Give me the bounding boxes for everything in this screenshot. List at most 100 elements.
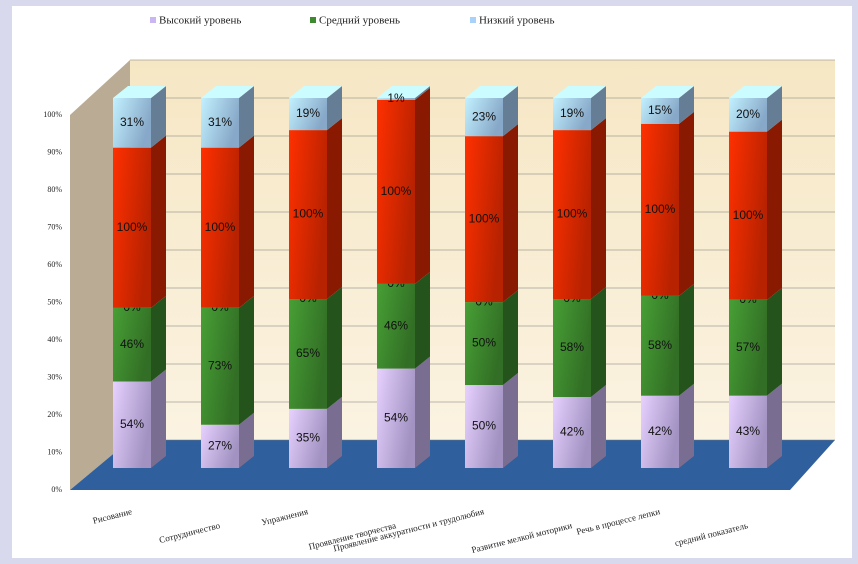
bar-segment bbox=[289, 287, 342, 409]
data-label: 58% bbox=[560, 340, 584, 354]
bar-segment bbox=[641, 111, 694, 296]
bar-front bbox=[641, 98, 679, 124]
data-label: 19% bbox=[296, 106, 320, 120]
y-tick-label: 50% bbox=[47, 297, 62, 306]
bar-side bbox=[415, 271, 430, 369]
bar-side bbox=[503, 86, 518, 137]
bar-front bbox=[641, 395, 679, 468]
y-tick-label: 100% bbox=[43, 110, 62, 119]
bar-front bbox=[289, 130, 327, 300]
y-tick-label: 70% bbox=[47, 222, 62, 231]
y-tick-label: 90% bbox=[47, 147, 62, 156]
data-label: 15% bbox=[648, 103, 672, 117]
data-label: 73% bbox=[208, 358, 232, 372]
bar-top bbox=[201, 86, 254, 98]
data-label: 23% bbox=[472, 109, 496, 123]
data-label: 31% bbox=[208, 115, 232, 129]
bar-side bbox=[151, 369, 166, 468]
floor bbox=[70, 440, 835, 490]
bar-front bbox=[553, 299, 591, 398]
bar-side bbox=[327, 287, 342, 409]
bar-segment bbox=[553, 86, 606, 131]
bar-side bbox=[767, 119, 782, 300]
bar-top bbox=[113, 86, 166, 98]
bar-side bbox=[591, 385, 606, 468]
legend-label: Средний уровень bbox=[319, 15, 400, 27]
y-tick-label: 80% bbox=[47, 185, 62, 194]
bar-front bbox=[289, 98, 327, 131]
bar-front bbox=[729, 98, 767, 132]
bar-side bbox=[415, 86, 430, 100]
bar-side bbox=[239, 295, 254, 425]
data-label: 46% bbox=[120, 337, 144, 351]
bar-side bbox=[327, 118, 342, 300]
bar-side bbox=[591, 86, 606, 131]
bar-front bbox=[465, 98, 503, 137]
legend: Высокий уровень Средний уровень Низкий уро… bbox=[150, 15, 554, 27]
legend-label: Низкий уровень bbox=[479, 15, 554, 27]
bar-top bbox=[553, 86, 606, 98]
bar-front bbox=[465, 385, 503, 468]
bar-segment bbox=[113, 369, 166, 468]
bar-side bbox=[415, 356, 430, 468]
bar-side bbox=[679, 86, 694, 124]
bar-segment bbox=[641, 383, 694, 468]
legend-swatch bbox=[310, 17, 316, 23]
bar-front bbox=[641, 123, 679, 296]
bar-side bbox=[767, 383, 782, 468]
bar-front bbox=[377, 368, 415, 468]
data-label: 50% bbox=[472, 336, 496, 350]
bar-front bbox=[377, 283, 415, 369]
data-label: 100% bbox=[381, 184, 412, 198]
bar-front bbox=[113, 147, 151, 308]
bar-front bbox=[201, 147, 239, 308]
bar-front bbox=[377, 98, 415, 100]
bar-side bbox=[679, 111, 694, 296]
data-label: 100% bbox=[469, 211, 500, 225]
bar-segment bbox=[201, 86, 254, 148]
bar-side bbox=[679, 283, 694, 396]
bar-side bbox=[239, 412, 254, 468]
bar-top bbox=[465, 86, 518, 98]
data-label: 100% bbox=[117, 220, 148, 234]
bar-segment bbox=[201, 135, 254, 308]
bar-top bbox=[377, 86, 430, 98]
bar-segment bbox=[465, 373, 518, 468]
data-label: 42% bbox=[648, 424, 672, 438]
bar-side bbox=[327, 86, 342, 131]
bar-segment bbox=[377, 356, 430, 468]
bar-top bbox=[641, 86, 694, 98]
data-label: 42% bbox=[560, 425, 584, 439]
data-label: 46% bbox=[384, 318, 408, 332]
bar-front bbox=[113, 98, 151, 148]
data-label: 57% bbox=[736, 340, 760, 354]
bar-side bbox=[415, 87, 430, 284]
bar-front bbox=[553, 130, 591, 300]
data-label: 100% bbox=[557, 207, 588, 221]
data-label: 31% bbox=[120, 115, 144, 129]
bar-segment bbox=[377, 87, 430, 284]
y-tick-label: 0% bbox=[51, 485, 62, 494]
bar-side bbox=[503, 373, 518, 468]
bar-segment bbox=[113, 135, 166, 308]
data-label: 100% bbox=[733, 208, 764, 222]
bar-top bbox=[729, 86, 782, 98]
y-tick-label: 10% bbox=[47, 447, 62, 456]
data-label: 27% bbox=[208, 439, 232, 453]
bar-side bbox=[327, 396, 342, 468]
bar-front bbox=[201, 98, 239, 148]
bar-front bbox=[201, 307, 239, 425]
bar-side bbox=[591, 287, 606, 398]
bar-segment bbox=[641, 86, 694, 124]
bar-segment bbox=[553, 287, 606, 398]
bar-side bbox=[151, 86, 166, 148]
y-tick-label: 40% bbox=[47, 335, 62, 344]
data-label: 50% bbox=[472, 419, 496, 433]
bar-front bbox=[201, 424, 239, 468]
bar-front bbox=[553, 98, 591, 131]
data-label: 100% bbox=[645, 202, 676, 216]
bar-segment bbox=[201, 295, 254, 425]
bar-segment bbox=[553, 385, 606, 468]
bar-front bbox=[641, 295, 679, 396]
bar-side bbox=[767, 287, 782, 396]
